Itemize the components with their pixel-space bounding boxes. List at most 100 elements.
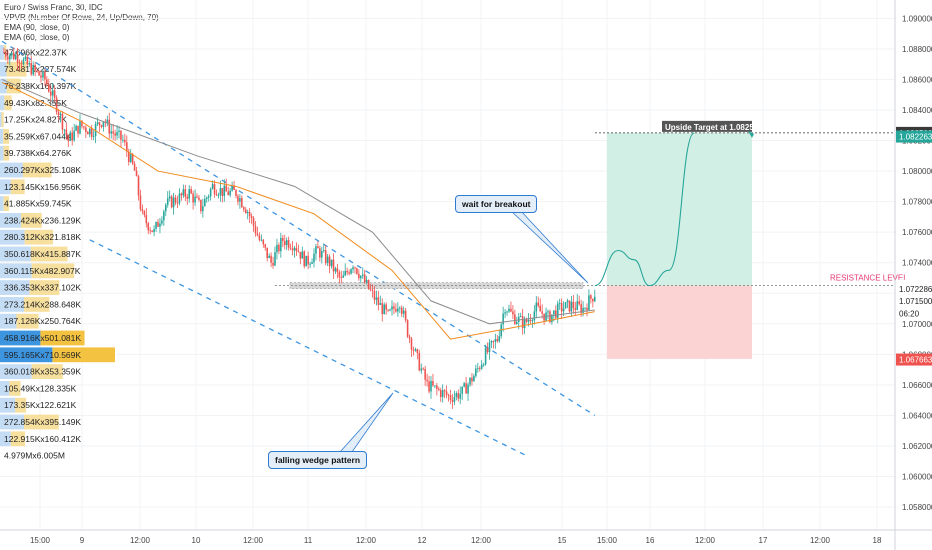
candle-body[interactable] [87, 132, 89, 135]
candle-body[interactable] [358, 273, 360, 279]
candle-body[interactable] [291, 248, 294, 251]
candle-body[interactable] [436, 385, 438, 389]
candle-body[interactable] [560, 302, 563, 312]
candle-body[interactable] [90, 128, 93, 137]
candle-body[interactable] [120, 130, 122, 140]
candle-body[interactable] [408, 336, 411, 339]
candle-body[interactable] [412, 349, 415, 351]
candle-body[interactable] [221, 188, 224, 197]
candle-body[interactable] [441, 390, 444, 397]
candle-body[interactable] [566, 300, 569, 303]
candle-body[interactable] [496, 339, 499, 342]
candle-body[interactable] [155, 222, 157, 229]
candle-body[interactable] [38, 71, 40, 76]
candle-body[interactable] [418, 352, 421, 371]
candle-body[interactable] [268, 255, 270, 259]
candle-body[interactable] [317, 246, 319, 249]
candle-body[interactable] [280, 238, 282, 252]
candle-body[interactable] [387, 309, 389, 311]
candle-body[interactable] [77, 125, 79, 134]
candle-body[interactable] [96, 122, 99, 124]
candle-body[interactable] [321, 251, 323, 258]
candle-body[interactable] [12, 52, 15, 60]
candle-body[interactable] [248, 211, 251, 217]
candle-body[interactable] [65, 129, 68, 136]
candle-body[interactable] [313, 253, 315, 263]
candle-body[interactable] [49, 91, 52, 96]
candle-body[interactable] [492, 341, 495, 342]
candle-body[interactable] [217, 195, 220, 196]
candle-body[interactable] [51, 90, 54, 96]
candle-body[interactable] [506, 311, 508, 313]
candle-body[interactable] [395, 308, 397, 312]
candle-body[interactable] [79, 120, 81, 134]
candle-body[interactable] [416, 349, 419, 353]
candle-body[interactable] [471, 377, 473, 382]
stop-zone[interactable] [607, 285, 752, 359]
ema-60-line[interactable] [1, 82, 595, 340]
candle-body[interactable] [527, 319, 530, 322]
candle-body[interactable] [88, 128, 91, 135]
candle-body[interactable] [223, 185, 226, 197]
candle-body[interactable] [588, 295, 590, 311]
candle-body[interactable] [188, 189, 190, 199]
candle-body[interactable] [34, 64, 36, 71]
candle-body[interactable] [521, 316, 524, 328]
candle-body[interactable] [469, 377, 471, 385]
candle-body[interactable] [354, 267, 356, 269]
candle-body[interactable] [166, 198, 169, 205]
candle-body[interactable] [590, 295, 592, 299]
candle-body[interactable] [350, 269, 352, 274]
candle-body[interactable] [502, 313, 504, 325]
candle-body[interactable] [438, 388, 440, 391]
candle-body[interactable] [192, 193, 194, 203]
candle-body[interactable] [400, 307, 403, 314]
candle-body[interactable] [241, 198, 243, 208]
candle-body[interactable] [428, 381, 430, 392]
candle-body[interactable] [379, 303, 382, 305]
candle-body[interactable] [490, 341, 493, 343]
candle-body[interactable] [356, 268, 358, 274]
candle-body[interactable] [309, 263, 311, 265]
candle-body[interactable] [246, 211, 249, 214]
target-zone[interactable] [607, 132, 752, 286]
candle-body[interactable] [594, 296, 596, 302]
candle-body[interactable] [213, 184, 216, 195]
candle-body[interactable] [564, 302, 567, 309]
candle-body[interactable] [30, 63, 33, 75]
candle-body[interactable] [514, 314, 516, 324]
candle-body[interactable] [473, 375, 475, 382]
candle-body[interactable] [285, 240, 288, 246]
candle-body[interactable] [547, 311, 549, 313]
candle-body[interactable] [301, 251, 304, 259]
candle-body[interactable] [176, 202, 179, 204]
candle-body[interactable] [186, 196, 189, 199]
candle-body[interactable] [484, 348, 487, 365]
candle-body[interactable] [229, 190, 231, 196]
candle-body[interactable] [494, 339, 497, 342]
candle-body[interactable] [508, 308, 510, 312]
candle-body[interactable] [69, 132, 72, 141]
candle-body[interactable] [102, 121, 105, 127]
candle-body[interactable] [184, 189, 187, 197]
candle-body[interactable] [453, 396, 456, 402]
candle-body[interactable] [211, 184, 214, 189]
candle-body[interactable] [371, 289, 374, 291]
candle-body[interactable] [410, 338, 413, 350]
candle-body[interactable] [108, 119, 111, 134]
candle-body[interactable] [250, 216, 253, 219]
candle-body[interactable] [98, 122, 101, 126]
candle-body[interactable] [71, 132, 73, 141]
wedge-upper-line[interactable] [1, 40, 596, 416]
candle-body[interactable] [258, 235, 261, 240]
candle-body[interactable] [381, 303, 384, 315]
candle-body[interactable] [299, 251, 302, 259]
candle-body[interactable] [516, 322, 518, 324]
candle-body[interactable] [578, 301, 580, 305]
candle-body[interactable] [225, 185, 228, 192]
candle-body[interactable] [165, 204, 167, 212]
candle-body[interactable] [348, 272, 350, 274]
candle-body[interactable] [231, 186, 233, 191]
candle-body[interactable] [334, 268, 337, 272]
candle-body[interactable] [207, 196, 210, 198]
